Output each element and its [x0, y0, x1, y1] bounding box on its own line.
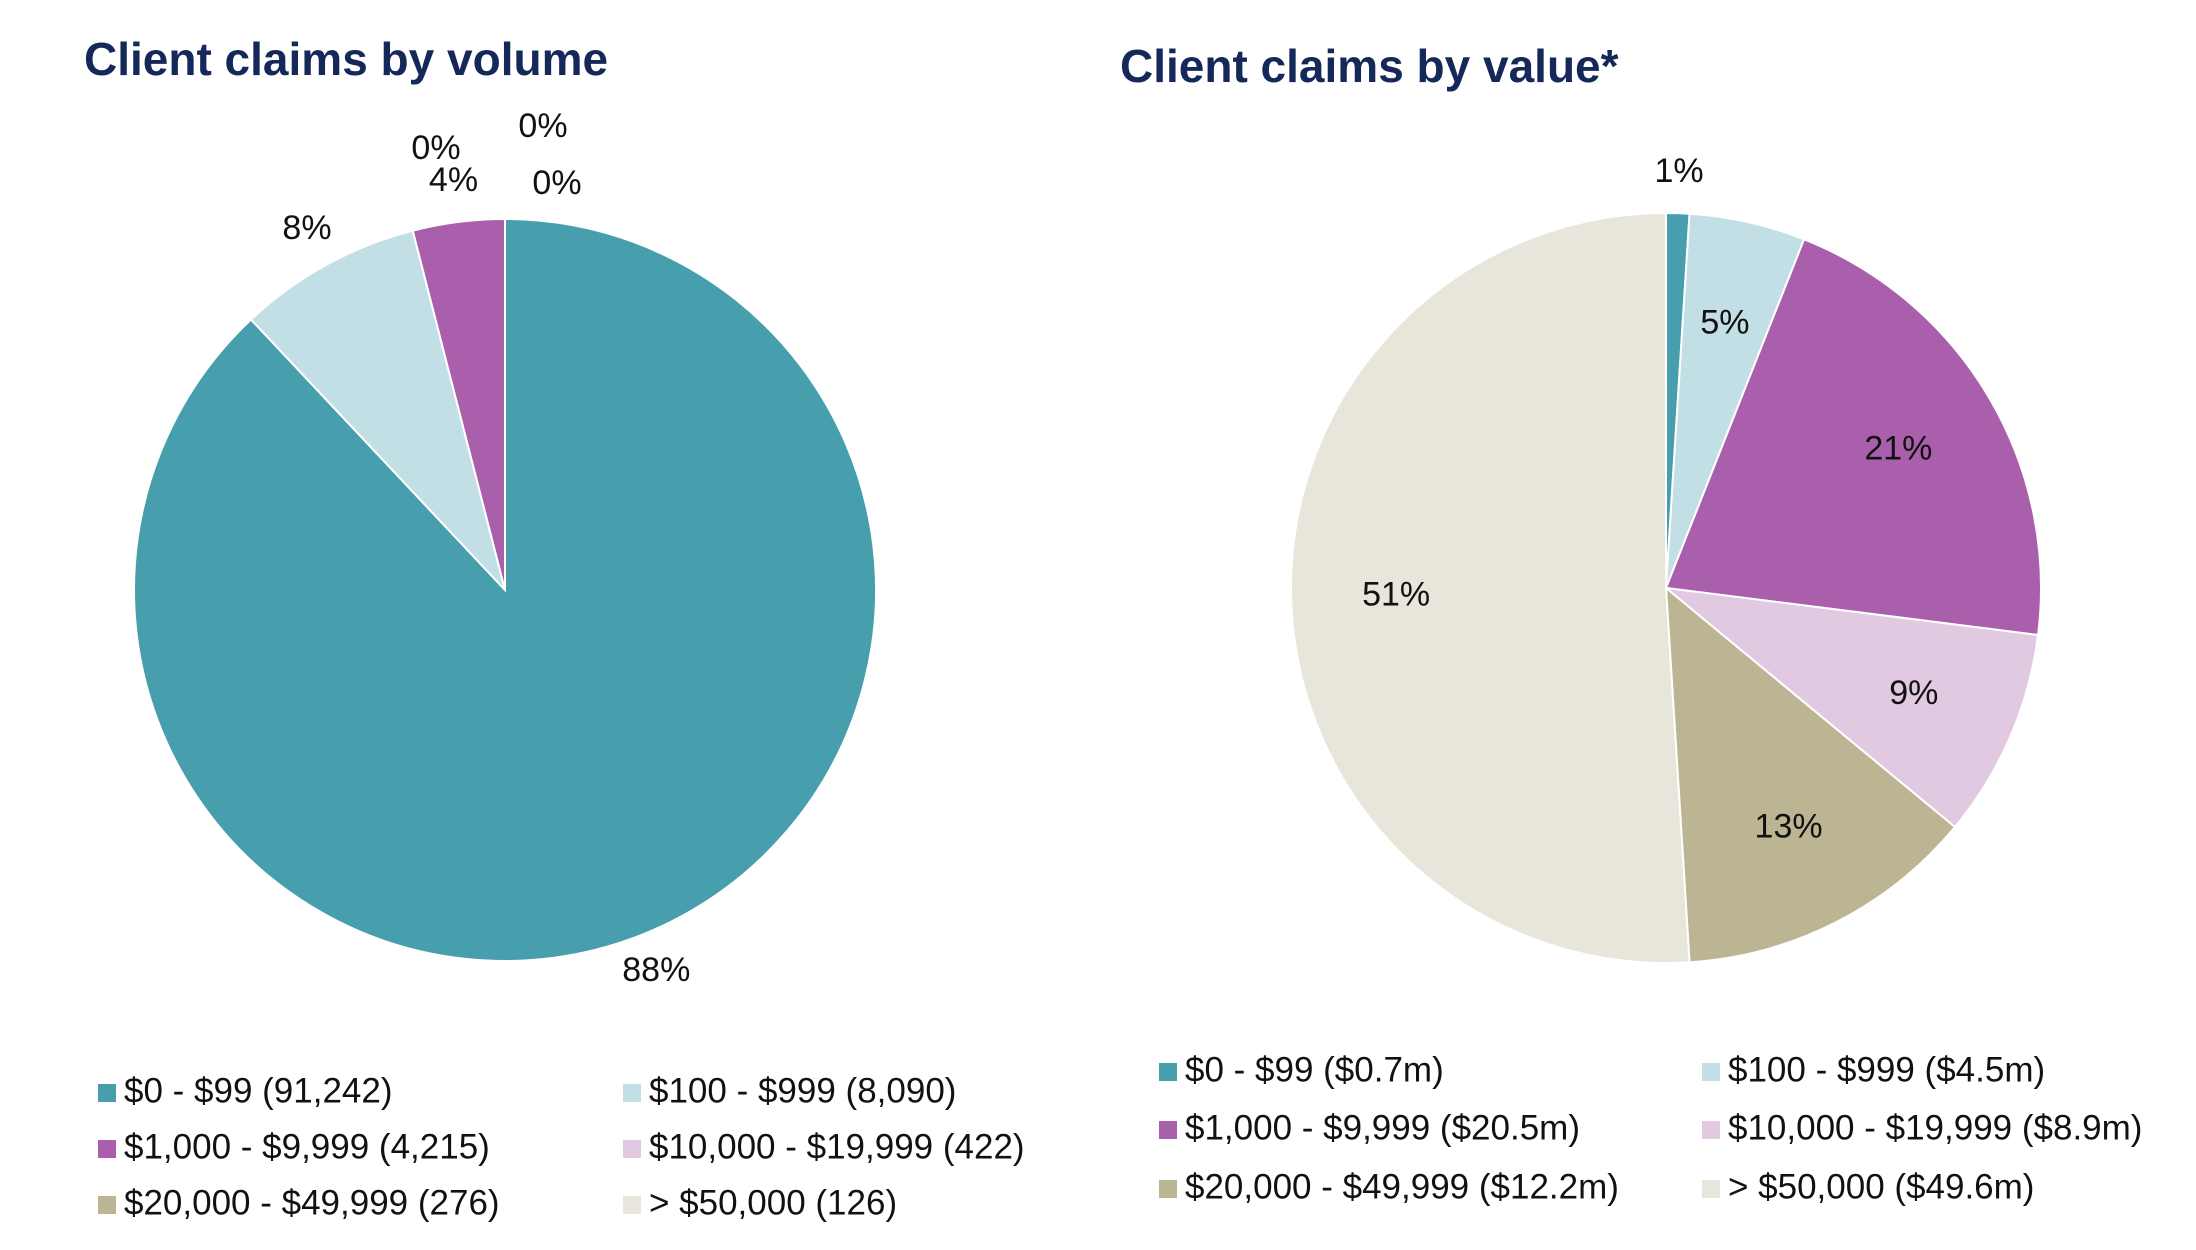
pie-slice: [1290, 211, 1691, 964]
legend-label: $0 - $99 ($0.7m): [1185, 1050, 1444, 1089]
data-label: 51%: [1362, 575, 1430, 613]
data-label: 0%: [411, 129, 460, 167]
data-label: 13%: [1755, 808, 1823, 846]
legend-label: $20,000 - $49,999 (276): [124, 1183, 500, 1222]
legend-swatch: [1702, 1121, 1720, 1139]
data-label: 0%: [518, 107, 567, 145]
legend-swatch: [623, 1084, 641, 1102]
data-label: 88%: [622, 951, 690, 989]
legend-swatch: [623, 1140, 641, 1158]
legend-swatch: [98, 1140, 116, 1158]
legend-label: $100 - $999 ($4.5m): [1728, 1050, 2045, 1089]
legend-swatch: [98, 1084, 116, 1102]
legend-label: $20,000 - $49,999 ($12.2m): [1185, 1167, 1619, 1206]
pie-slice: [1662, 586, 2040, 829]
legend-label: $10,000 - $19,999 ($8.9m): [1728, 1108, 2142, 1147]
legend-label: $100 - $999 (8,090): [649, 1071, 956, 1110]
legend-swatch: [623, 1196, 641, 1214]
legend-label: $1,000 - $9,999 ($20.5m): [1185, 1108, 1580, 1147]
data-label: 8%: [282, 209, 331, 247]
legend-label: $0 - $99 (91,242): [124, 1071, 393, 1110]
data-label: 21%: [1864, 430, 1932, 468]
legend-label: $1,000 - $9,999 (4,215): [124, 1127, 490, 1166]
data-label: 4%: [429, 161, 478, 199]
legend-swatch: [1159, 1121, 1177, 1139]
pie-slice: [249, 229, 506, 591]
legend-swatch: [1702, 1180, 1720, 1198]
legend-label: $10,000 - $19,999 (422): [649, 1127, 1025, 1166]
pie-slice: [1664, 585, 1957, 964]
data-label: 9%: [1889, 674, 1938, 712]
chart-title: Client claims by value*: [1120, 40, 1619, 92]
pie-slice: [1664, 238, 2042, 637]
legend-swatch: [1702, 1063, 1720, 1081]
legend-swatch: [98, 1196, 116, 1214]
data-label: 1%: [1654, 152, 1703, 190]
data-label: 5%: [1700, 303, 1749, 341]
legend-label: > $50,000 ($49.6m): [1728, 1167, 2034, 1206]
legend-swatch: [1159, 1063, 1177, 1081]
legend-label: > $50,000 (126): [649, 1183, 897, 1222]
data-label: 0%: [532, 164, 581, 202]
chart-title: Client claims by volume: [84, 33, 608, 85]
legend-swatch: [1159, 1180, 1177, 1198]
